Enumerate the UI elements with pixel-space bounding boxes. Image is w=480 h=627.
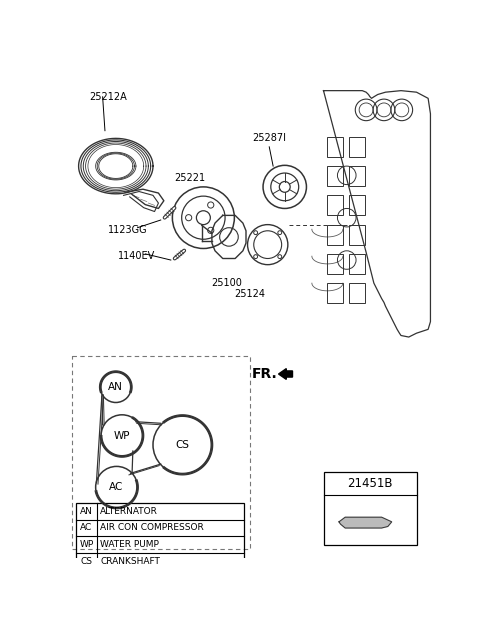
Bar [75,503,244,571]
Text: 25212A: 25212A [89,92,127,102]
Text: 1123GG: 1123GG [108,225,148,235]
Bar [349,254,365,274]
Text: AN: AN [80,507,93,515]
Bar [327,283,343,303]
Text: WP: WP [114,431,130,441]
Text: WP: WP [79,540,94,549]
Bar [349,166,365,186]
Bar [72,356,250,549]
FancyArrow shape [278,369,292,379]
Text: AC: AC [109,482,124,492]
Text: AIR CON COMPRESSOR: AIR CON COMPRESSOR [100,524,204,532]
Text: AN: AN [108,382,123,392]
Bar [349,283,365,303]
Text: 25287I: 25287I [252,133,286,143]
Bar [324,472,417,545]
Bar [327,254,343,274]
Polygon shape [339,517,392,528]
Text: AC: AC [80,524,93,532]
Text: CS: CS [176,440,190,450]
Text: 1140EV: 1140EV [118,251,156,261]
Bar [327,224,343,245]
Bar [327,196,343,216]
Bar [327,137,343,157]
Text: 25221: 25221 [175,173,206,183]
Text: ALTERNATOR: ALTERNATOR [100,507,158,515]
Bar [349,137,365,157]
Text: 21451B: 21451B [347,477,393,490]
Bar [349,224,365,245]
Bar [327,166,343,186]
Text: 25124: 25124 [234,289,265,299]
Text: 25100: 25100 [211,278,242,288]
Bar [349,196,365,216]
Text: CRANKSHAFT: CRANKSHAFT [100,557,160,566]
Text: WATER PUMP: WATER PUMP [100,540,159,549]
Text: CS: CS [80,557,92,566]
Text: FR.: FR. [252,367,278,381]
